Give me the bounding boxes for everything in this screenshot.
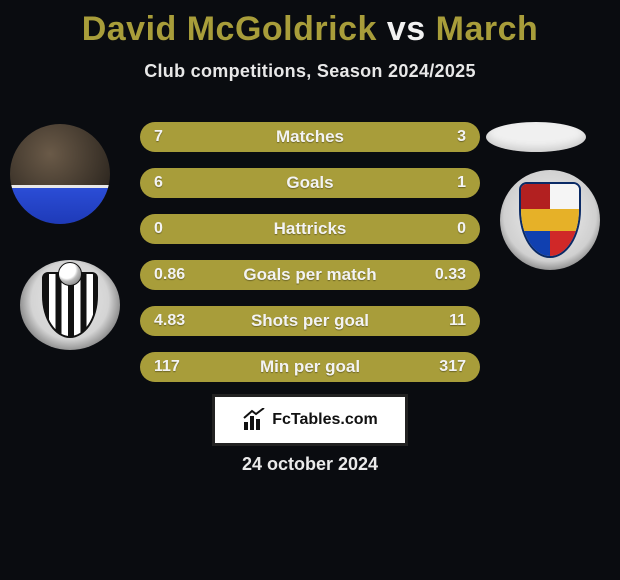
stat-row: 0.86Goals per match0.33: [140, 260, 480, 290]
stat-left-value: 0: [154, 220, 163, 238]
stat-left-value: 0.86: [154, 266, 185, 284]
stat-row: 6Goals1: [140, 168, 480, 198]
stat-label: Goals: [140, 173, 480, 193]
stat-right-value: 11: [449, 312, 466, 330]
player-avatar-left: [10, 124, 110, 224]
stat-left-value: 7: [154, 128, 163, 146]
club-crest-right: [500, 170, 600, 270]
comparison-card: David McGoldrick vs March Club competiti…: [0, 0, 620, 580]
branding-box: FcTables.com: [212, 394, 408, 446]
football-icon: [58, 262, 82, 286]
stat-left-value: 117: [154, 358, 180, 376]
stat-rows: 7Matches3 6Goals1 0Hattricks0 0.86Goals per…: [140, 122, 480, 398]
subtitle: Club competitions, Season 2024/2025: [0, 61, 620, 82]
stat-label: Min per goal: [140, 357, 480, 377]
stat-row: 0Hattricks0: [140, 214, 480, 244]
page-title: David McGoldrick vs March: [0, 0, 620, 49]
club-crest-left: [20, 260, 120, 350]
stat-right-value: 3: [457, 128, 466, 146]
title-player2: March: [436, 10, 539, 48]
stat-row: 4.83Shots per goal11: [140, 306, 480, 336]
stat-row: 7Matches3: [140, 122, 480, 152]
club-crest-right-inner: [519, 182, 581, 258]
stat-label: Hattricks: [140, 219, 480, 239]
stat-left-value: 6: [154, 174, 163, 192]
stat-label: Goals per match: [140, 265, 480, 285]
footer-date: 24 october 2024: [0, 454, 620, 475]
stat-label: Shots per goal: [140, 311, 480, 331]
title-vs: vs: [387, 10, 426, 48]
stat-left-value: 4.83: [154, 312, 185, 330]
title-player1: David McGoldrick: [82, 10, 377, 48]
branding-text: FcTables.com: [272, 411, 378, 429]
stat-label: Matches: [140, 127, 480, 147]
player-avatar-right-placeholder: [486, 122, 586, 152]
stat-right-value: 1: [457, 174, 466, 192]
stat-right-value: 317: [439, 358, 466, 376]
stat-row: 117Min per goal317: [140, 352, 480, 382]
club-crest-left-inner: [42, 272, 98, 338]
stat-right-value: 0.33: [435, 266, 466, 284]
bar-chart-icon: [242, 408, 266, 432]
stat-right-value: 0: [457, 220, 466, 238]
